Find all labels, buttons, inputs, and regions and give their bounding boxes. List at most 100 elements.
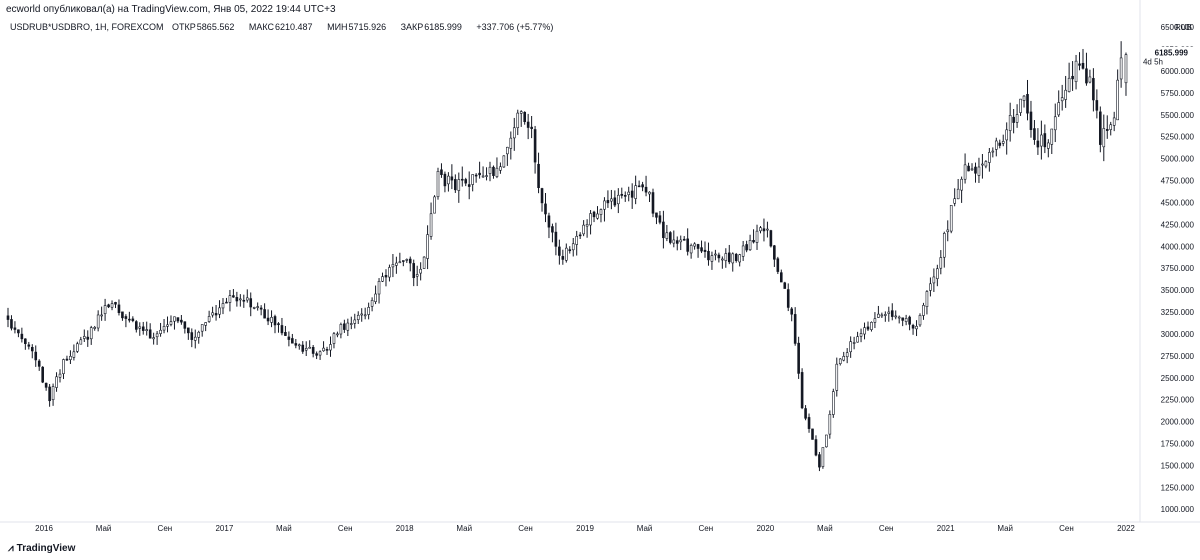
candle-body: [256, 306, 259, 308]
candle-body: [412, 263, 416, 279]
candle-body: [669, 232, 672, 243]
candle-body: [755, 230, 759, 243]
candle-body: [131, 318, 135, 322]
candle-body: [41, 366, 44, 383]
candle-body: [682, 238, 686, 241]
candle-body: [1029, 111, 1033, 130]
close-value: 6185.999: [424, 22, 462, 32]
candle-body: [110, 303, 114, 308]
time-tick-label: Сен: [699, 524, 714, 533]
candle-body: [464, 179, 468, 184]
candle-body: [454, 179, 457, 191]
candle-body: [148, 329, 152, 339]
candle-body: [863, 327, 866, 335]
price-tick-label: 3000.000: [1161, 330, 1195, 339]
price-tick-label: 2500.000: [1161, 374, 1195, 383]
price-tick-label: 5750.000: [1161, 89, 1195, 98]
candle-body: [991, 150, 995, 153]
last-price-box: [1141, 46, 1199, 67]
high-value: 6210.487: [275, 22, 313, 32]
candle-body: [100, 314, 103, 317]
candle-body: [152, 337, 155, 340]
candle-body: [918, 315, 922, 326]
candle-body: [689, 245, 693, 254]
candle-body: [939, 257, 943, 269]
candle-body: [974, 166, 977, 174]
candle-body: [741, 245, 745, 257]
tradingview-logo[interactable]: ⩘ TradingView: [8, 543, 75, 554]
price-tick-label: 1750.000: [1161, 439, 1195, 448]
candle-body: [155, 333, 159, 338]
candle-body: [828, 414, 832, 435]
candle-body: [422, 256, 426, 269]
candle-body: [502, 155, 506, 168]
candle-body: [568, 249, 572, 252]
candle-body: [311, 346, 315, 354]
time-axis[interactable]: 2016 Май Сен 2017 Май Сен 2018 Май Сен 2019 Май Сен…: [0, 521, 1200, 533]
candle-body: [946, 229, 950, 233]
candle-body: [232, 295, 235, 298]
candle-body: [530, 126, 533, 129]
time-tick-label: Май: [817, 524, 833, 533]
open-value: 5865.562: [196, 22, 235, 32]
candle-body: [419, 268, 422, 274]
candle-body: [187, 327, 190, 334]
candle-body: [291, 338, 294, 344]
candle-body: [592, 211, 596, 218]
candle-body: [485, 175, 488, 177]
candle-body: [797, 342, 800, 374]
candle-body: [734, 253, 738, 261]
candle-body: [679, 239, 683, 243]
candle-body: [17, 329, 20, 334]
candle-body: [714, 253, 717, 256]
candle-body: [540, 188, 544, 204]
candle-body: [880, 314, 884, 317]
candle-body: [204, 322, 207, 326]
time-tick-label: Май: [96, 524, 112, 533]
candle-body: [273, 316, 277, 326]
candle-body: [1047, 142, 1050, 149]
candle-body: [1078, 63, 1081, 66]
candle-body: [481, 175, 485, 178]
candle-body: [180, 319, 183, 323]
candle-body: [852, 342, 856, 344]
candle-body: [93, 327, 96, 329]
symbol-name[interactable]: USDRUB*USDBRO, 1Н, FOREXCOM: [10, 22, 164, 32]
candle-body: [13, 327, 17, 330]
candle-body: [561, 256, 565, 260]
open-label: ОТКР: [172, 22, 196, 32]
last-price-value: 6185.999: [1155, 49, 1189, 58]
candle-body: [62, 359, 65, 374]
low-label: МИН: [327, 22, 348, 32]
candle-body: [103, 305, 107, 314]
candle-body: [128, 318, 131, 321]
candle-body: [1060, 97, 1064, 102]
candle-body: [970, 168, 974, 171]
price-axis[interactable]: 1000.000 1250.000 1500.000 1750.000 2000.000…: [1139, 0, 1195, 522]
candle-body: [1019, 98, 1022, 113]
candle-body: [551, 226, 554, 233]
candle-body: [96, 314, 100, 329]
candle-body: [641, 184, 644, 188]
candle-body: [877, 313, 880, 318]
candle-body: [738, 254, 741, 263]
candle-body: [339, 324, 343, 335]
candle-body: [658, 215, 662, 223]
candle-body: [1099, 111, 1102, 145]
candle-body: [936, 268, 939, 279]
candle-body: [1085, 68, 1088, 84]
candle-body: [287, 336, 291, 340]
candle-body: [318, 351, 322, 356]
candle-body: [953, 198, 956, 204]
candle-body: [731, 253, 735, 264]
candle-body: [24, 338, 27, 344]
candle-body: [745, 244, 748, 251]
candle-body: [759, 227, 762, 232]
candle-body: [922, 305, 925, 316]
candle-body: [571, 243, 575, 251]
change-value: +337.706 (+5.77%): [476, 22, 554, 32]
candle-body: [353, 319, 357, 324]
candle-body: [786, 289, 790, 308]
candle-body: [825, 434, 828, 448]
